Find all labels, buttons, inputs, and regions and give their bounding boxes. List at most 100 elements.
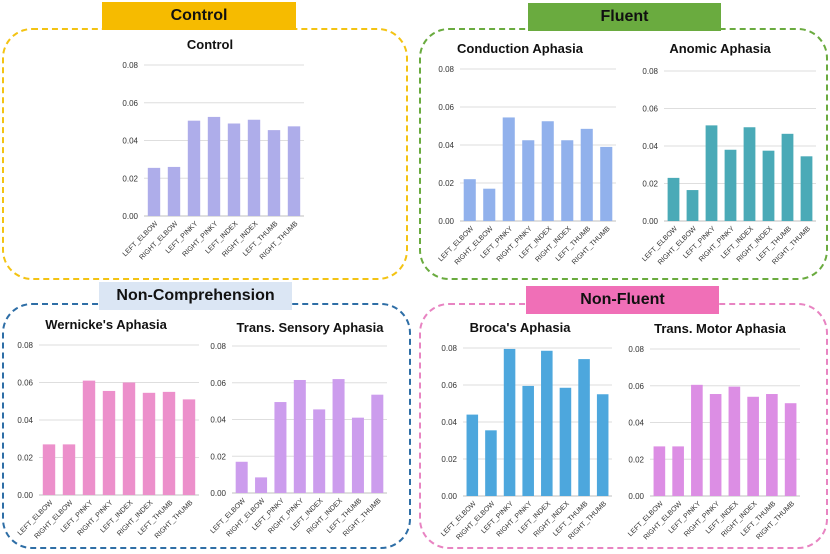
bar-right-index bbox=[762, 150, 775, 221]
y-tick-label: 0.04 bbox=[122, 137, 138, 146]
y-tick-label: 0.08 bbox=[441, 344, 457, 353]
chart-title: Broca's Aphasia bbox=[470, 320, 572, 335]
x-tick-label: RIGHT_INDEX bbox=[116, 499, 154, 537]
y-tick-label: 0.06 bbox=[628, 382, 644, 391]
y-tick-label: 0.04 bbox=[642, 142, 658, 151]
bar-left-thumb bbox=[766, 394, 778, 496]
bar-left-pinky bbox=[187, 120, 201, 216]
x-tick-label: RIGHT_PINKY bbox=[76, 499, 114, 537]
bar-right-index bbox=[561, 140, 574, 221]
y-tick-label: 0.06 bbox=[122, 99, 138, 108]
bar-right-thumb bbox=[784, 403, 797, 496]
y-tick-label: 0.08 bbox=[628, 345, 644, 354]
y-tick-label: 0.08 bbox=[17, 341, 33, 350]
bar-left-elbow bbox=[463, 179, 476, 221]
x-tick-label: LEFT_ELBOW bbox=[122, 220, 160, 258]
bar-right-pinky bbox=[724, 149, 737, 221]
y-tick-label: 0.04 bbox=[628, 419, 644, 428]
y-tick-label: 0.06 bbox=[17, 379, 33, 388]
bar-right-index bbox=[559, 387, 572, 496]
bar-left-thumb bbox=[580, 128, 593, 221]
y-tick-label: 0.02 bbox=[441, 455, 457, 464]
y-tick-label: 0.00 bbox=[441, 492, 457, 501]
chart-conduction-aphasia: Conduction Aphasia0.000.020.040.060.08LE… bbox=[437, 41, 616, 266]
bar-left-elbow bbox=[466, 414, 479, 496]
y-tick-label: 0.06 bbox=[438, 103, 454, 112]
bar-left-pinky bbox=[82, 380, 96, 495]
bar-right-index bbox=[142, 392, 156, 495]
bar-right-thumb bbox=[182, 399, 196, 495]
y-tick-label: 0.06 bbox=[642, 105, 658, 114]
bar-right-thumb bbox=[371, 394, 384, 493]
group-label-nonfluent: Non-Fluent bbox=[526, 286, 719, 314]
bar-right-pinky bbox=[207, 116, 221, 216]
x-tick-label: RIGHT_THUMB bbox=[342, 497, 383, 538]
bar-right-elbow bbox=[167, 166, 181, 216]
bar-right-thumb bbox=[287, 126, 301, 216]
x-tick-label: RIGHT_THUMB bbox=[259, 220, 300, 261]
bar-left-index bbox=[728, 386, 741, 496]
bar-right-thumb bbox=[800, 156, 813, 221]
bar-left-thumb bbox=[781, 133, 794, 221]
y-tick-label: 0.08 bbox=[122, 61, 138, 70]
bar-left-elbow bbox=[235, 461, 248, 493]
bar-left-thumb bbox=[267, 130, 281, 216]
bar-right-elbow bbox=[485, 430, 497, 496]
x-tick-label: RIGHT_PINKY bbox=[181, 220, 219, 258]
group-label-control: Control bbox=[102, 2, 296, 30]
y-tick-label: 0.08 bbox=[438, 65, 454, 74]
group-label-noncomp: Non-Comprehension bbox=[99, 282, 292, 310]
y-tick-label: 0.04 bbox=[441, 418, 457, 427]
y-tick-label: 0.02 bbox=[628, 455, 644, 464]
y-tick-label: 0.02 bbox=[122, 174, 138, 183]
bar-right-thumb bbox=[596, 394, 609, 496]
y-tick-label: 0.08 bbox=[642, 67, 658, 76]
bar-right-pinky bbox=[522, 385, 534, 496]
bar-right-index bbox=[332, 379, 345, 493]
bar-left-index bbox=[313, 409, 326, 493]
x-tick-label: RIGHT_THUMB bbox=[571, 225, 612, 266]
bar-right-elbow bbox=[686, 190, 699, 221]
chart-title: Conduction Aphasia bbox=[457, 41, 584, 56]
bar-left-pinky bbox=[274, 402, 287, 493]
y-tick-label: 0.00 bbox=[642, 217, 658, 226]
bar-left-thumb bbox=[351, 417, 364, 493]
chart-anomic-aphasia: Anomic Aphasia0.000.020.040.060.08LEFT_E… bbox=[641, 41, 816, 266]
bar-right-elbow bbox=[255, 477, 268, 493]
bar-left-thumb bbox=[578, 359, 590, 496]
y-tick-label: 0.00 bbox=[122, 212, 138, 221]
chart-title: Trans. Motor Aphasia bbox=[654, 321, 786, 336]
bar-left-index bbox=[743, 127, 756, 221]
group-label-fluent: Fluent bbox=[528, 3, 721, 31]
bar-left-index bbox=[541, 350, 553, 496]
y-tick-label: 0.02 bbox=[210, 452, 226, 461]
y-tick-label: 0.08 bbox=[210, 342, 226, 351]
chart-control: Control 0.00 0.02 0.04 0.06 0.08 LEFT_ELBOW RIG… bbox=[122, 37, 304, 261]
y-tick-label: 0.04 bbox=[17, 416, 33, 425]
chart-trans-sensory-aphasia: Trans. Sensory Aphasia 0.00 0.02 0.04 0.06 0.… bbox=[209, 320, 387, 538]
bar-left-pinky bbox=[503, 348, 516, 496]
y-tick-label: 0.06 bbox=[441, 381, 457, 390]
bar-left-pinky bbox=[705, 125, 718, 221]
y-tick-label: 0.02 bbox=[438, 179, 454, 188]
bar-left-elbow bbox=[42, 444, 56, 495]
y-tick-label: 0.06 bbox=[210, 379, 226, 388]
bar-right-elbow bbox=[672, 446, 684, 496]
bar-left-index bbox=[122, 382, 136, 495]
chart-title: Trans. Sensory Aphasia bbox=[237, 320, 385, 335]
x-tick-label: RIGHT_INDEX bbox=[221, 220, 259, 258]
y-tick-label: 0.00 bbox=[628, 492, 644, 501]
x-tick-label: LEFT_THUMB bbox=[137, 499, 175, 537]
bar-left-elbow bbox=[653, 446, 666, 496]
bar-right-elbow bbox=[62, 444, 76, 495]
y-tick-label: 0.02 bbox=[642, 180, 658, 189]
x-tick-label: RIGHT_THUMB bbox=[154, 499, 195, 540]
y-tick-label: 0.00 bbox=[438, 217, 454, 226]
bar-right-index bbox=[247, 119, 261, 216]
y-tick-label: 0.04 bbox=[210, 416, 226, 425]
chart-title: Wernicke's Aphasia bbox=[45, 317, 167, 332]
bar-right-pinky bbox=[293, 379, 306, 493]
y-tick-label: 0.00 bbox=[17, 491, 33, 500]
bar-right-elbow bbox=[483, 188, 496, 221]
bar-right-thumb bbox=[600, 146, 613, 221]
